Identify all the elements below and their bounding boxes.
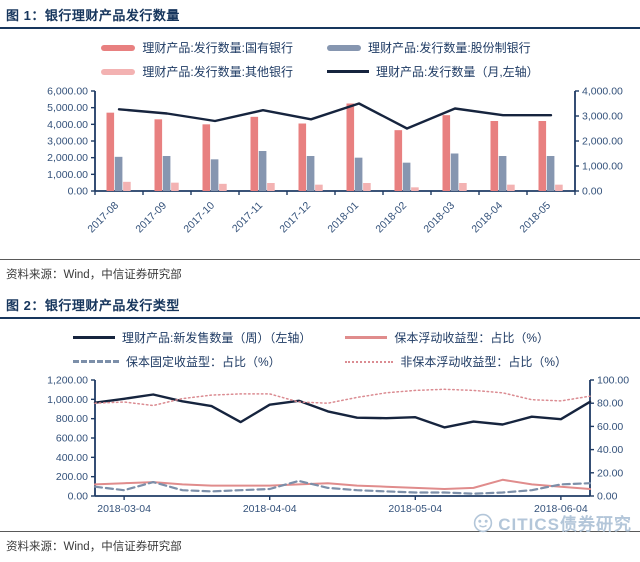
joint-stock-bar-swatch-icon [327, 44, 361, 51]
svg-text:2018-02: 2018-02 [373, 200, 409, 236]
svg-text:600.00: 600.00 [56, 433, 88, 445]
svg-text:2,000.00: 2,000.00 [582, 136, 623, 148]
figure-2-title: 图 2：银行理财产品发行类型 [0, 290, 640, 319]
legend-label: 理财产品:发行数量（月,左轴） [376, 65, 539, 79]
svg-text:2017-12: 2017-12 [277, 200, 313, 236]
svg-text:2018-05: 2018-05 [517, 200, 553, 236]
svg-text:2017-08: 2017-08 [85, 200, 121, 236]
svg-text:2018-05-04: 2018-05-04 [388, 503, 442, 515]
citics-watermark: CITICS债券研究 [473, 510, 632, 535]
legend-item-monthly-total: 理财产品:发行数量（月,左轴） [327, 63, 539, 80]
svg-text:0.00: 0.00 [68, 186, 89, 198]
state-owned-bar-swatch-icon [101, 44, 136, 51]
svg-text:0.00: 0.00 [68, 491, 89, 503]
svg-text:1,200.00: 1,200.00 [47, 375, 88, 387]
legend-label: 保本固定收益型：占比（%） [125, 355, 281, 369]
svg-text:1,000.00: 1,000.00 [47, 169, 88, 181]
figure-1-issuance-count: 图 1：银行理财产品发行数量 理财产品:发行数量:国有银行 理财产品:发行数量:… [0, 0, 640, 290]
svg-text:0.00: 0.00 [597, 491, 618, 503]
legend-item-state-owned: 理财产品:发行数量:国有银行 [101, 39, 293, 56]
watermark-text: CITICS债券研究 [498, 515, 632, 534]
legend-item-principal-protected-fixed: 保本固定收益型：占比（%） [72, 353, 311, 370]
figure-2-chart-area: 0.00 200.00 400.00 600.00 800.00 1,000.00 1,20… [0, 374, 640, 535]
figure-2-source: 资料来源：Wind，中信证券研究部 [0, 531, 640, 562]
svg-text:80.00: 80.00 [597, 398, 623, 410]
legend-item-other-banks: 理财产品:发行数量:其他银行 [101, 63, 293, 80]
svg-text:2017-11: 2017-11 [230, 200, 265, 235]
citics-logo-icon [474, 513, 493, 532]
other-banks-bar-swatch-icon [101, 68, 136, 75]
legend-item-principal-protected-floating: 保本浮动收益型：占比（%） [345, 329, 567, 346]
legend-label: 理财产品:新发售数量（周）（左轴） [121, 331, 312, 345]
svg-text:800.00: 800.00 [56, 413, 88, 425]
figure-1-chart-area: 0.00 1,000.00 2,000.00 3,000.00 4,000.00 5,00… [0, 84, 640, 259]
svg-text:100.00: 100.00 [597, 375, 629, 387]
legend-label: 非保本浮动收益型：占比（%） [400, 355, 567, 369]
figure-2-legend: 理财产品:新发售数量（周）（左轴） 保本浮动收益型：占比（%） 保本固定收益型：… [0, 319, 640, 374]
svg-text:0.00: 0.00 [582, 186, 603, 198]
svg-text:2,000.00: 2,000.00 [47, 152, 88, 164]
svg-text:400.00: 400.00 [56, 452, 88, 464]
svg-text:2018-03-04: 2018-03-04 [97, 503, 151, 515]
legend-label: 保本浮动收益型：占比（%） [394, 331, 549, 345]
legend-item-weekly-new-issues: 理财产品:新发售数量（周）（左轴） [72, 329, 312, 346]
weekly-new-issues-line-swatch-icon [72, 336, 115, 339]
monthly-total-line-swatch-icon [327, 70, 369, 73]
legend-item-joint-stock: 理财产品:发行数量:股份制银行 [327, 39, 539, 56]
figure-1-legend: 理财产品:发行数量:国有银行 理财产品:发行数量:股份制银行 理财产品:发行数量… [0, 29, 640, 84]
legend-label: 理财产品:发行数量:其他银行 [142, 65, 293, 79]
legend-label: 理财产品:发行数量:国有银行 [142, 41, 293, 55]
svg-text:40.00: 40.00 [597, 444, 623, 456]
legend-item-non-principal-protected: 非保本浮动收益型：占比（%） [345, 353, 567, 370]
pp-floating-line-swatch-icon [345, 336, 388, 339]
svg-text:2018-04: 2018-04 [469, 200, 505, 236]
svg-text:60.00: 60.00 [597, 421, 623, 433]
svg-text:5,000.00: 5,000.00 [47, 102, 88, 114]
issuance-type-chart: 0.00 200.00 400.00 600.00 800.00 1,000.00 1,20… [47, 375, 629, 516]
pp-fixed-dashed-swatch-icon [72, 360, 119, 363]
svg-text:2018-06-04: 2018-06-04 [534, 503, 588, 515]
svg-text:1,000.00: 1,000.00 [47, 394, 88, 406]
svg-text:4,000.00: 4,000.00 [582, 86, 623, 98]
svg-text:2018-03: 2018-03 [421, 200, 457, 236]
figure-2-issuance-type: 图 2：银行理财产品发行类型 理财产品:新发售数量（周）（左轴） 保本浮动收益型… [0, 290, 640, 562]
svg-text:3,000.00: 3,000.00 [47, 136, 88, 148]
svg-text:4,000.00: 4,000.00 [47, 119, 88, 131]
svg-text:2018-04-04: 2018-04-04 [243, 503, 297, 515]
svg-text:3,000.00: 3,000.00 [582, 111, 623, 123]
svg-text:200.00: 200.00 [56, 471, 88, 483]
issuance-count-chart: 0.00 1,000.00 2,000.00 3,000.00 4,000.00 5,00… [47, 86, 623, 236]
svg-text:6,000.00: 6,000.00 [47, 86, 88, 98]
figure-1-source: 资料来源：Wind，中信证券研究部 [0, 259, 640, 290]
svg-text:20.00: 20.00 [597, 467, 623, 479]
svg-text:2017-09: 2017-09 [133, 200, 169, 236]
figure-1-title: 图 1：银行理财产品发行数量 [0, 0, 640, 29]
svg-text:2017-10: 2017-10 [181, 200, 217, 236]
svg-text:2018-01: 2018-01 [325, 200, 361, 236]
legend-label: 理财产品:发行数量:股份制银行 [368, 41, 531, 55]
npp-floating-dotted-swatch-icon [345, 360, 394, 363]
svg-text:1,000.00: 1,000.00 [582, 161, 623, 173]
